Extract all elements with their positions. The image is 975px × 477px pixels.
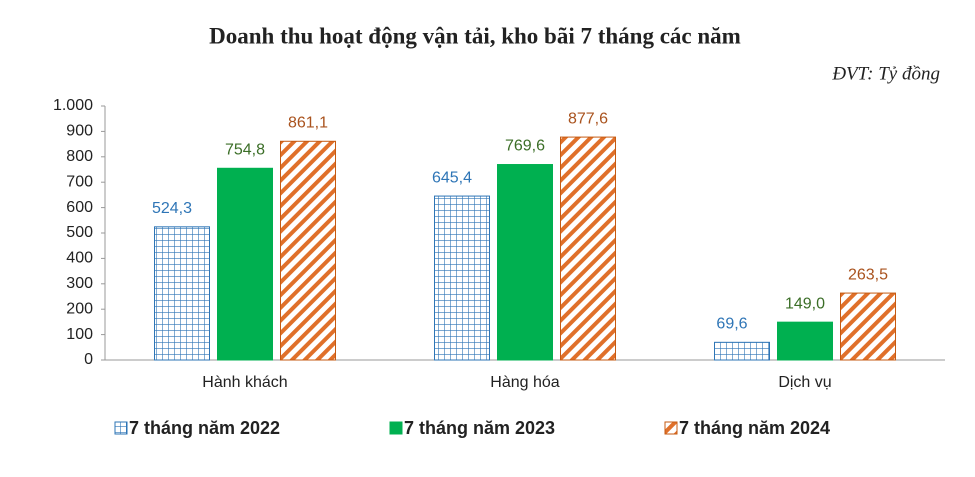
legend-text: 7 tháng năm 2023 <box>404 418 555 438</box>
chart-title: Doanh thu hoạt động vận tải, kho bãi 7 t… <box>209 23 741 48</box>
value-label: 524,3 <box>152 200 192 217</box>
bar <box>777 321 833 361</box>
legend-text: 7 tháng năm 2024 <box>679 418 830 438</box>
legend-swatch <box>114 421 128 435</box>
y-tick-label: 800 <box>66 148 93 165</box>
x-tick-label: Hàng hóa <box>490 374 559 391</box>
y-tick-label: 400 <box>66 250 93 267</box>
y-tick-label: 300 <box>66 275 93 292</box>
unit-note: ĐVT: Tỷ đồng <box>831 63 940 84</box>
value-label: 769,6 <box>505 138 545 155</box>
value-label: 645,4 <box>432 169 472 186</box>
y-tick-label: 700 <box>66 173 93 190</box>
value-label: 754,8 <box>225 141 265 158</box>
value-label: 69,6 <box>716 316 747 333</box>
bar <box>560 136 616 361</box>
y-tick-label: 1.000 <box>53 97 93 114</box>
y-tick-label: 900 <box>66 123 93 140</box>
y-tick-label: 600 <box>66 199 93 216</box>
bar <box>280 140 336 361</box>
bar <box>217 167 273 361</box>
y-tick-label: 100 <box>66 326 93 343</box>
bar <box>840 292 896 361</box>
x-tick-label: Hành khách <box>202 374 287 391</box>
legend-text: 7 tháng năm 2022 <box>129 418 280 438</box>
legend-swatch <box>389 421 403 435</box>
bar <box>434 195 490 361</box>
value-label: 263,5 <box>848 266 888 283</box>
y-tick-label: 0 <box>84 351 93 368</box>
x-tick-label: Dịch vụ <box>778 374 831 391</box>
bar <box>154 226 210 361</box>
y-tick-label: 500 <box>66 224 93 241</box>
bar <box>714 341 770 361</box>
value-label: 877,6 <box>568 110 608 127</box>
value-label: 149,0 <box>785 295 825 312</box>
bar <box>497 164 553 361</box>
value-label: 861,1 <box>288 114 328 131</box>
legend-swatch <box>664 421 678 435</box>
y-tick-label: 200 <box>66 300 93 317</box>
